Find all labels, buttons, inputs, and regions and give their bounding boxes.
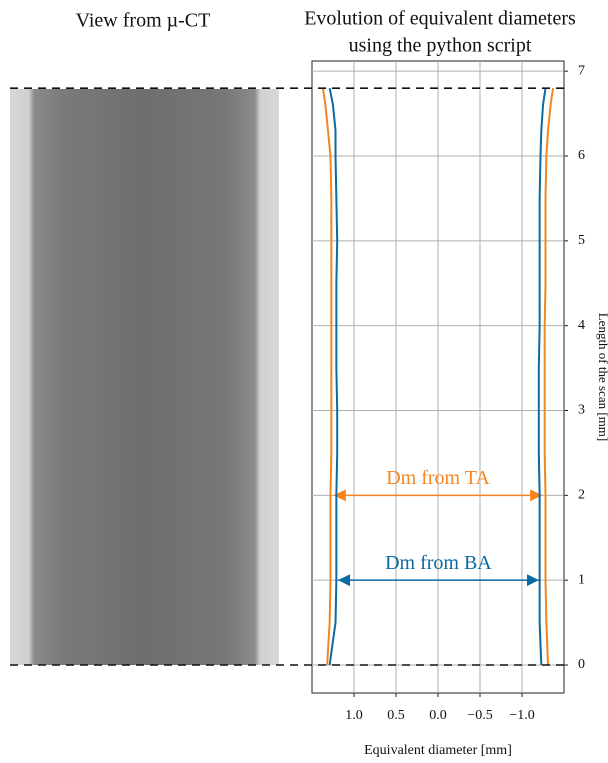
annotation: Dm from TA [386, 467, 490, 489]
y-tick-label: 4 [578, 318, 585, 333]
x-tick-label: −0.5 [467, 708, 492, 723]
y-tick-label: 3 [578, 403, 585, 418]
x-tick-label: 0.5 [387, 708, 405, 723]
y-tick-label: 2 [578, 488, 585, 503]
x-tick-label: 1.0 [345, 708, 363, 723]
diameter-line [328, 87, 339, 666]
y-axis-label: Length of the scan [mm] [596, 313, 608, 442]
annotation: Dm from BA [385, 552, 492, 574]
x-axis-label: Equivalent diameter [mm] [364, 743, 512, 758]
chart-title: Evolution of equivalent diameters [304, 8, 576, 30]
y-tick-label: 7 [578, 63, 585, 78]
ct-image [10, 89, 279, 665]
diameter-line [321, 87, 333, 666]
diameter-line [543, 87, 555, 666]
x-tick-label: 0.0 [429, 708, 447, 723]
image-title: View from µ-CT [76, 10, 211, 32]
y-tick-label: 0 [578, 657, 585, 672]
y-tick-label: 6 [578, 148, 585, 163]
x-tick-label: −1.0 [509, 708, 534, 723]
chart-title: using the python script [349, 35, 532, 57]
diameter-line [537, 87, 547, 666]
y-tick-label: 5 [578, 233, 585, 248]
y-tick-label: 1 [578, 572, 585, 587]
